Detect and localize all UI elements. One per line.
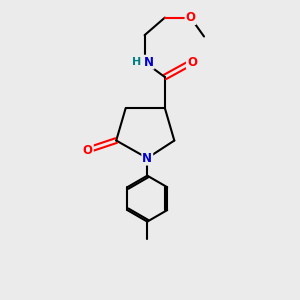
Text: O: O	[83, 143, 93, 157]
Text: O: O	[185, 11, 196, 24]
Text: N: N	[142, 152, 152, 165]
Text: H: H	[132, 57, 142, 67]
Text: O: O	[187, 56, 197, 69]
Text: N: N	[144, 56, 154, 69]
